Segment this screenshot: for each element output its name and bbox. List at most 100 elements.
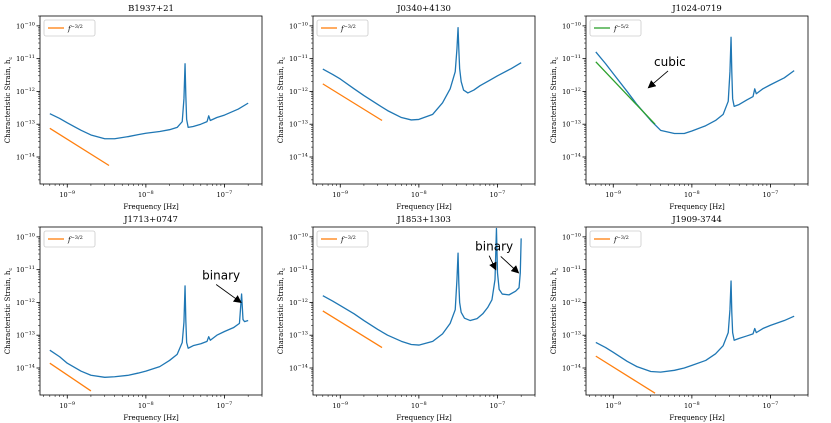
- y-tick-label: 10−11: [562, 265, 581, 274]
- chart-title: J1713+0747: [123, 215, 178, 225]
- slope-line: [49, 362, 92, 392]
- strain-curve: [49, 63, 249, 140]
- x-tick-label: 10−9: [59, 401, 75, 410]
- y-tick-label: 10−13: [16, 331, 35, 340]
- x-axis-label: Frequency [Hz]: [669, 414, 725, 422]
- y-tick-label: 10−11: [16, 54, 35, 63]
- panel-j1909-3744: J1909-3744 10−14 10−13 10−12 10−11 10−10 10−9 1…: [550, 215, 809, 422]
- x-tick-label: 10−7: [217, 190, 233, 199]
- annotation-arrow: [488, 255, 497, 271]
- annotation-text: binary: [202, 269, 240, 283]
- panel-j1713-0747: J1713+0747 10−14 10−13 10−12 10−11 10−10 10−9 1…: [4, 215, 263, 422]
- y-tick-label: 10−12: [562, 87, 581, 96]
- legend-label: f−3/2: [340, 235, 356, 244]
- panel-j0340-4130: J0340+4130 10−14 10−13 10−12 10−11 10−10 10−9 1…: [277, 4, 536, 211]
- chart-title: J1909-3744: [671, 215, 722, 225]
- y-axis-label: Characteristic Strain, hc: [277, 57, 287, 144]
- y-tick-label: 10−11: [289, 265, 308, 274]
- x-tick-label: 10−7: [490, 190, 506, 199]
- axes-frame: [39, 15, 263, 185]
- chart-title: B1937+21: [128, 4, 174, 14]
- strain-curve: [595, 36, 795, 135]
- y-tick-label: 10−10: [289, 232, 308, 241]
- annotation-arrow: [647, 70, 669, 89]
- slope-line: [322, 310, 383, 349]
- x-tick-label: 10−7: [763, 401, 779, 410]
- y-axis-label: Characteristic Strain, hc: [4, 268, 14, 355]
- legend: f−3/2: [43, 19, 96, 37]
- axes-frame: [585, 226, 809, 396]
- annotation-arrow: [500, 256, 520, 274]
- x-tick-label: 10−9: [605, 190, 621, 199]
- x-axis-label: Frequency [Hz]: [123, 203, 179, 211]
- annotation-text: cubic: [654, 55, 686, 69]
- x-tick-label: 10−7: [490, 401, 506, 410]
- x-tick-label: 10−8: [684, 190, 700, 199]
- x-tick-label: 10−8: [411, 401, 427, 410]
- chart-title: J1024-0719: [671, 4, 722, 14]
- panel-j1853-1303: J1853+1303 10−14 10−13 10−12 10−11 10−10 10−9 1…: [277, 215, 536, 422]
- x-tick-label: 10−7: [217, 401, 233, 410]
- y-tick-label: 10−12: [289, 87, 308, 96]
- legend-label: f−3/2: [67, 24, 83, 33]
- panel-b1937-21: B1937+21 10−14 10−13 10−12 10−11 10−10 10−9 10−…: [4, 4, 263, 211]
- chart-title: J0340+4130: [396, 4, 451, 14]
- slope-line: [595, 61, 656, 125]
- legend-label: f−3/2: [67, 235, 83, 244]
- y-tick-label: 10−13: [289, 331, 308, 340]
- y-tick-label: 10−14: [16, 152, 35, 161]
- y-tick-label: 10−12: [16, 87, 35, 96]
- y-tick-label: 10−10: [562, 21, 581, 30]
- slope-line: [322, 83, 383, 122]
- legend: f−5/2: [589, 19, 642, 37]
- x-axis-label: Frequency [Hz]: [396, 414, 452, 422]
- x-tick-label: 10−9: [332, 401, 348, 410]
- strain-curve: [322, 27, 522, 121]
- legend: f−3/2: [589, 230, 642, 248]
- legend-label: f−3/2: [613, 235, 629, 244]
- annotation-arrow: [215, 284, 242, 304]
- y-tick-label: 10−13: [562, 120, 581, 129]
- axes-frame: [585, 15, 809, 185]
- x-tick-label: 10−7: [763, 190, 779, 199]
- legend-box: [43, 19, 96, 37]
- axes-frame: [39, 226, 263, 396]
- y-axis-label: Characteristic Strain, hc: [550, 268, 560, 355]
- y-tick-label: 10−14: [16, 363, 35, 372]
- y-tick-label: 10−14: [289, 152, 308, 161]
- x-tick-label: 10−8: [411, 190, 427, 199]
- y-tick-label: 10−10: [289, 21, 308, 30]
- y-tick-label: 10−13: [16, 120, 35, 129]
- legend-box: [316, 230, 369, 248]
- legend-label: f−5/2: [613, 24, 629, 33]
- legend-box: [589, 19, 642, 37]
- y-tick-label: 10−14: [562, 363, 581, 372]
- y-tick-label: 10−10: [16, 232, 35, 241]
- axes-frame: [312, 226, 536, 396]
- y-tick-label: 10−12: [562, 298, 581, 307]
- x-axis-label: Frequency [Hz]: [396, 203, 452, 211]
- x-tick-label: 10−8: [138, 190, 154, 199]
- y-tick-label: 10−10: [562, 232, 581, 241]
- y-tick-label: 10−12: [289, 298, 308, 307]
- x-tick-label: 10−9: [605, 401, 621, 410]
- y-tick-label: 10−14: [562, 152, 581, 161]
- legend: f−3/2: [316, 230, 369, 248]
- y-tick-label: 10−10: [16, 21, 35, 30]
- y-tick-label: 10−14: [289, 363, 308, 372]
- legend: f−3/2: [43, 230, 96, 248]
- legend-label: f−3/2: [340, 24, 356, 33]
- x-axis-label: Frequency [Hz]: [669, 203, 725, 211]
- x-tick-label: 10−8: [684, 401, 700, 410]
- slope-line: [595, 355, 656, 394]
- legend-box: [43, 230, 96, 248]
- y-axis-label: Characteristic Strain, hc: [277, 268, 287, 355]
- y-axis-label: Characteristic Strain, hc: [4, 57, 14, 144]
- strain-curve: [322, 227, 522, 346]
- legend: f−3/2: [316, 19, 369, 37]
- x-tick-label: 10−8: [138, 401, 154, 410]
- y-tick-label: 10−13: [562, 331, 581, 340]
- y-tick-label: 10−12: [16, 298, 35, 307]
- x-tick-label: 10−9: [59, 190, 75, 199]
